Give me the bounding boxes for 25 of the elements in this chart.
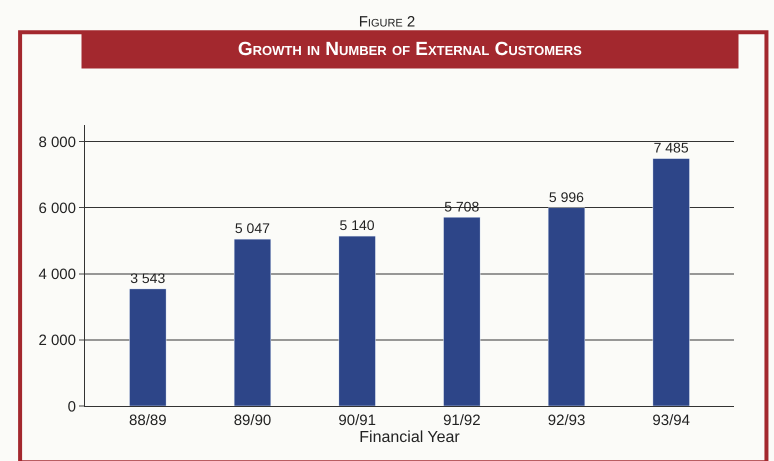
data-label: 7 485 <box>654 140 689 156</box>
bar <box>129 288 166 406</box>
chart-title: Figure 2 <box>358 14 416 31</box>
y-tick-label: 4 000 <box>38 266 76 284</box>
y-tick-label: 8 000 <box>38 134 76 151</box>
x-tick-label: 88/89 <box>129 412 167 429</box>
x-tick-label: 90/91 <box>338 412 376 429</box>
data-label: 5 996 <box>548 188 584 205</box>
chart-subtitle: Growth in Number of External Customers <box>238 39 582 60</box>
bar <box>338 236 376 406</box>
data-label: 5 047 <box>234 220 270 236</box>
data-label: 5 140 <box>340 217 375 234</box>
x-axis-title: Financial Year <box>359 429 460 446</box>
y-tick-label: 2 000 <box>38 332 76 350</box>
x-tick-label: 89/90 <box>234 412 272 429</box>
bar <box>548 208 586 406</box>
data-label: 3 543 <box>130 270 166 286</box>
bar <box>443 217 480 406</box>
x-tick-label: 91/92 <box>443 412 481 429</box>
bar <box>234 238 272 406</box>
x-tick-label: 92/93 <box>548 412 586 429</box>
bar <box>652 158 690 406</box>
y-tick-label: 6 000 <box>38 200 76 217</box>
x-tick-label: 93/94 <box>652 412 690 429</box>
y-tick-label: 0 <box>68 398 76 416</box>
